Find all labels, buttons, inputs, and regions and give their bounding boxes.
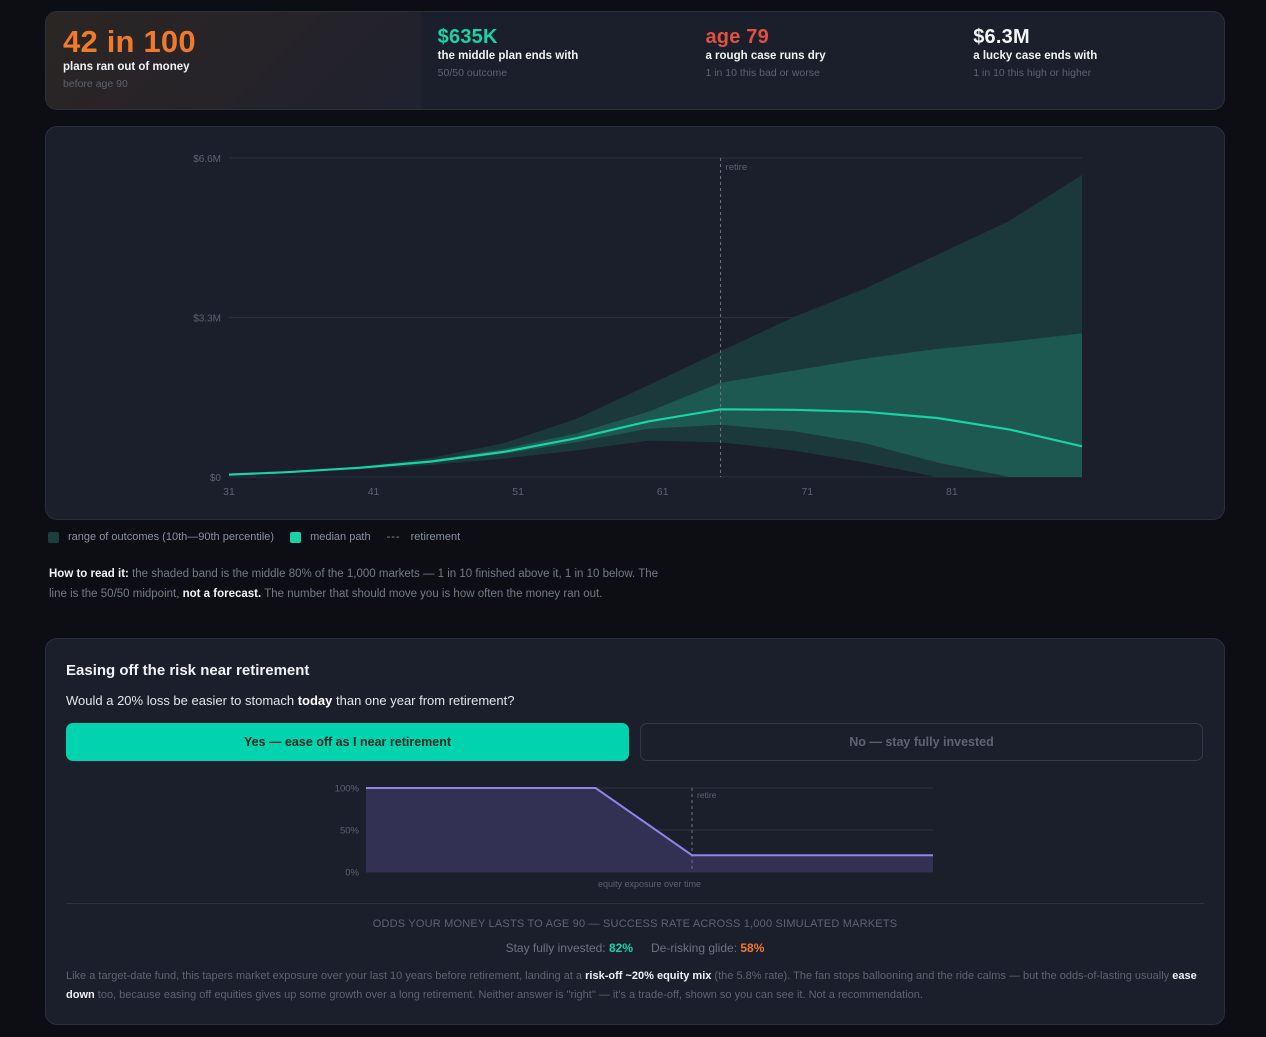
- x-tick-label: 31: [223, 486, 235, 498]
- stat-rough-case: age 79 a rough case runs dry 1 in 10 thi…: [688, 12, 956, 109]
- odds-invested-label: Stay fully invested:: [505, 941, 609, 955]
- chart-legend: range of outcomes (10th—90th percentile)…: [48, 531, 476, 543]
- y-tick-label: 50%: [340, 826, 360, 837]
- stat-sub: 1 in 10 this high or higher: [973, 67, 1092, 79]
- stat-sub: 50/50 outcome: [437, 67, 508, 79]
- stat-label: plans ran out of money: [63, 61, 190, 73]
- easing-title: Easing off the risk near retirement: [66, 662, 310, 679]
- x-tick-label: 51: [512, 486, 524, 498]
- divider: [66, 903, 1204, 904]
- x-tick-label: 71: [801, 486, 813, 498]
- easing-note: Like a target-date fund, this tapers mar…: [66, 967, 1206, 1005]
- y-tick-label: $0: [210, 473, 222, 484]
- fan-chart-card: $0 $3.3M $6.6M 31 41 51 61 71 81 retire: [45, 126, 1225, 520]
- odds-values: Stay fully invested: 82% De-risking glide…: [46, 941, 1224, 955]
- legend-label: retirement: [410, 531, 461, 543]
- stat-label: the middle plan ends with: [437, 50, 579, 62]
- fan-chart: $0 $3.3M $6.6M 31 41 51 61 71 81 retire: [193, 154, 1083, 498]
- stat-sub: 1 in 10 this bad or worse: [705, 67, 820, 79]
- odds-glide-label: De-risking glide:: [651, 941, 741, 955]
- howto-text-1: the shaded band is the middle 80% of the…: [49, 568, 659, 600]
- odds-invested-value: 82%: [608, 941, 633, 955]
- legend-retirement: --- retirement: [387, 531, 461, 543]
- question-text-2: than one year from retirement?: [332, 693, 515, 708]
- howto-bold-2: not a forecast.: [182, 587, 262, 600]
- stat-ran-out: 42 in 100 plans ran out of money before …: [46, 12, 421, 109]
- retire-label: retire: [726, 162, 748, 173]
- stat-sub: before age 90: [63, 78, 128, 90]
- y-tick-label: $6.6M: [193, 154, 221, 165]
- note-bold-1: risk-off ~20% equity mix: [585, 970, 712, 982]
- retire-label: retire: [697, 790, 717, 800]
- easing-card: Easing off the risk near retirement Woul…: [45, 638, 1225, 1025]
- note-text-2: (the 5.8% rate). The fan stops balloonin…: [711, 970, 1173, 982]
- legend-swatch-range: [48, 531, 59, 543]
- easing-question: Would a 20% loss be easier to stomach to…: [66, 693, 514, 708]
- odds-glide-value: 58%: [740, 941, 765, 955]
- y-tick-label: 0%: [345, 868, 359, 879]
- legend-swatch-median: [290, 531, 302, 543]
- howto-lead: How to read it:: [49, 568, 129, 580]
- legend-label: range of outcomes (10th—90th percentile): [68, 531, 275, 543]
- stat-value: 42 in 100: [63, 24, 196, 59]
- stat-value: $6.3M: [973, 26, 1030, 48]
- median-line: [228, 408, 1083, 476]
- glide-line: [366, 787, 933, 857]
- question-bold: today: [297, 693, 333, 708]
- odds-heading: ODDS YOUR MONEY LASTS TO AGE 90 — SUCCES…: [372, 918, 898, 930]
- note-text-1: Like a target-date fund, this tapers mar…: [66, 970, 586, 982]
- stat-value: $635K: [437, 26, 498, 48]
- glide-area: [366, 788, 933, 872]
- stat-lucky-case: $6.3M a lucky case ends with 1 in 10 thi…: [956, 12, 1224, 109]
- legend-range: range of outcomes (10th—90th percentile): [48, 531, 274, 543]
- stats-strip: 42 in 100 plans ran out of money before …: [45, 11, 1225, 110]
- note-text-3: too, because easing off equities gives u…: [94, 989, 923, 1001]
- y-tick-label: $3.3M: [193, 314, 221, 325]
- y-tick-label: 100%: [335, 784, 360, 795]
- legend-median: median path: [290, 531, 371, 543]
- glide-chart: 100% 50% 0% retire equity exposure over time: [335, 784, 933, 889]
- stat-label: a rough case runs dry: [705, 50, 826, 62]
- no-stay-invested-button[interactable]: No — stay fully invested: [640, 723, 1203, 761]
- stat-middle-plan: $635K the middle plan ends with 50/50 ou…: [421, 12, 689, 109]
- x-axis-label: equity exposure over time: [598, 879, 701, 889]
- band-inner: [229, 333, 1082, 477]
- stat-value: age 79: [705, 26, 769, 48]
- yes-ease-off-button[interactable]: Yes — ease off as I near retirement: [66, 723, 629, 761]
- note-bold-2: ease down: [66, 970, 1197, 1001]
- legend-dash-icon: ---: [386, 531, 401, 543]
- question-text-1: Would a 20% loss be easier to stomach: [66, 693, 298, 708]
- legend-label: median path: [310, 531, 371, 543]
- x-tick-label: 61: [657, 486, 669, 498]
- how-to-read: How to read it: the shaded band is the m…: [49, 565, 674, 604]
- stat-label: a lucky case ends with: [973, 50, 1098, 62]
- howto-text-2: The number that should move you is how o…: [261, 587, 603, 600]
- x-tick-label: 81: [946, 486, 958, 498]
- x-tick-label: 41: [368, 486, 380, 498]
